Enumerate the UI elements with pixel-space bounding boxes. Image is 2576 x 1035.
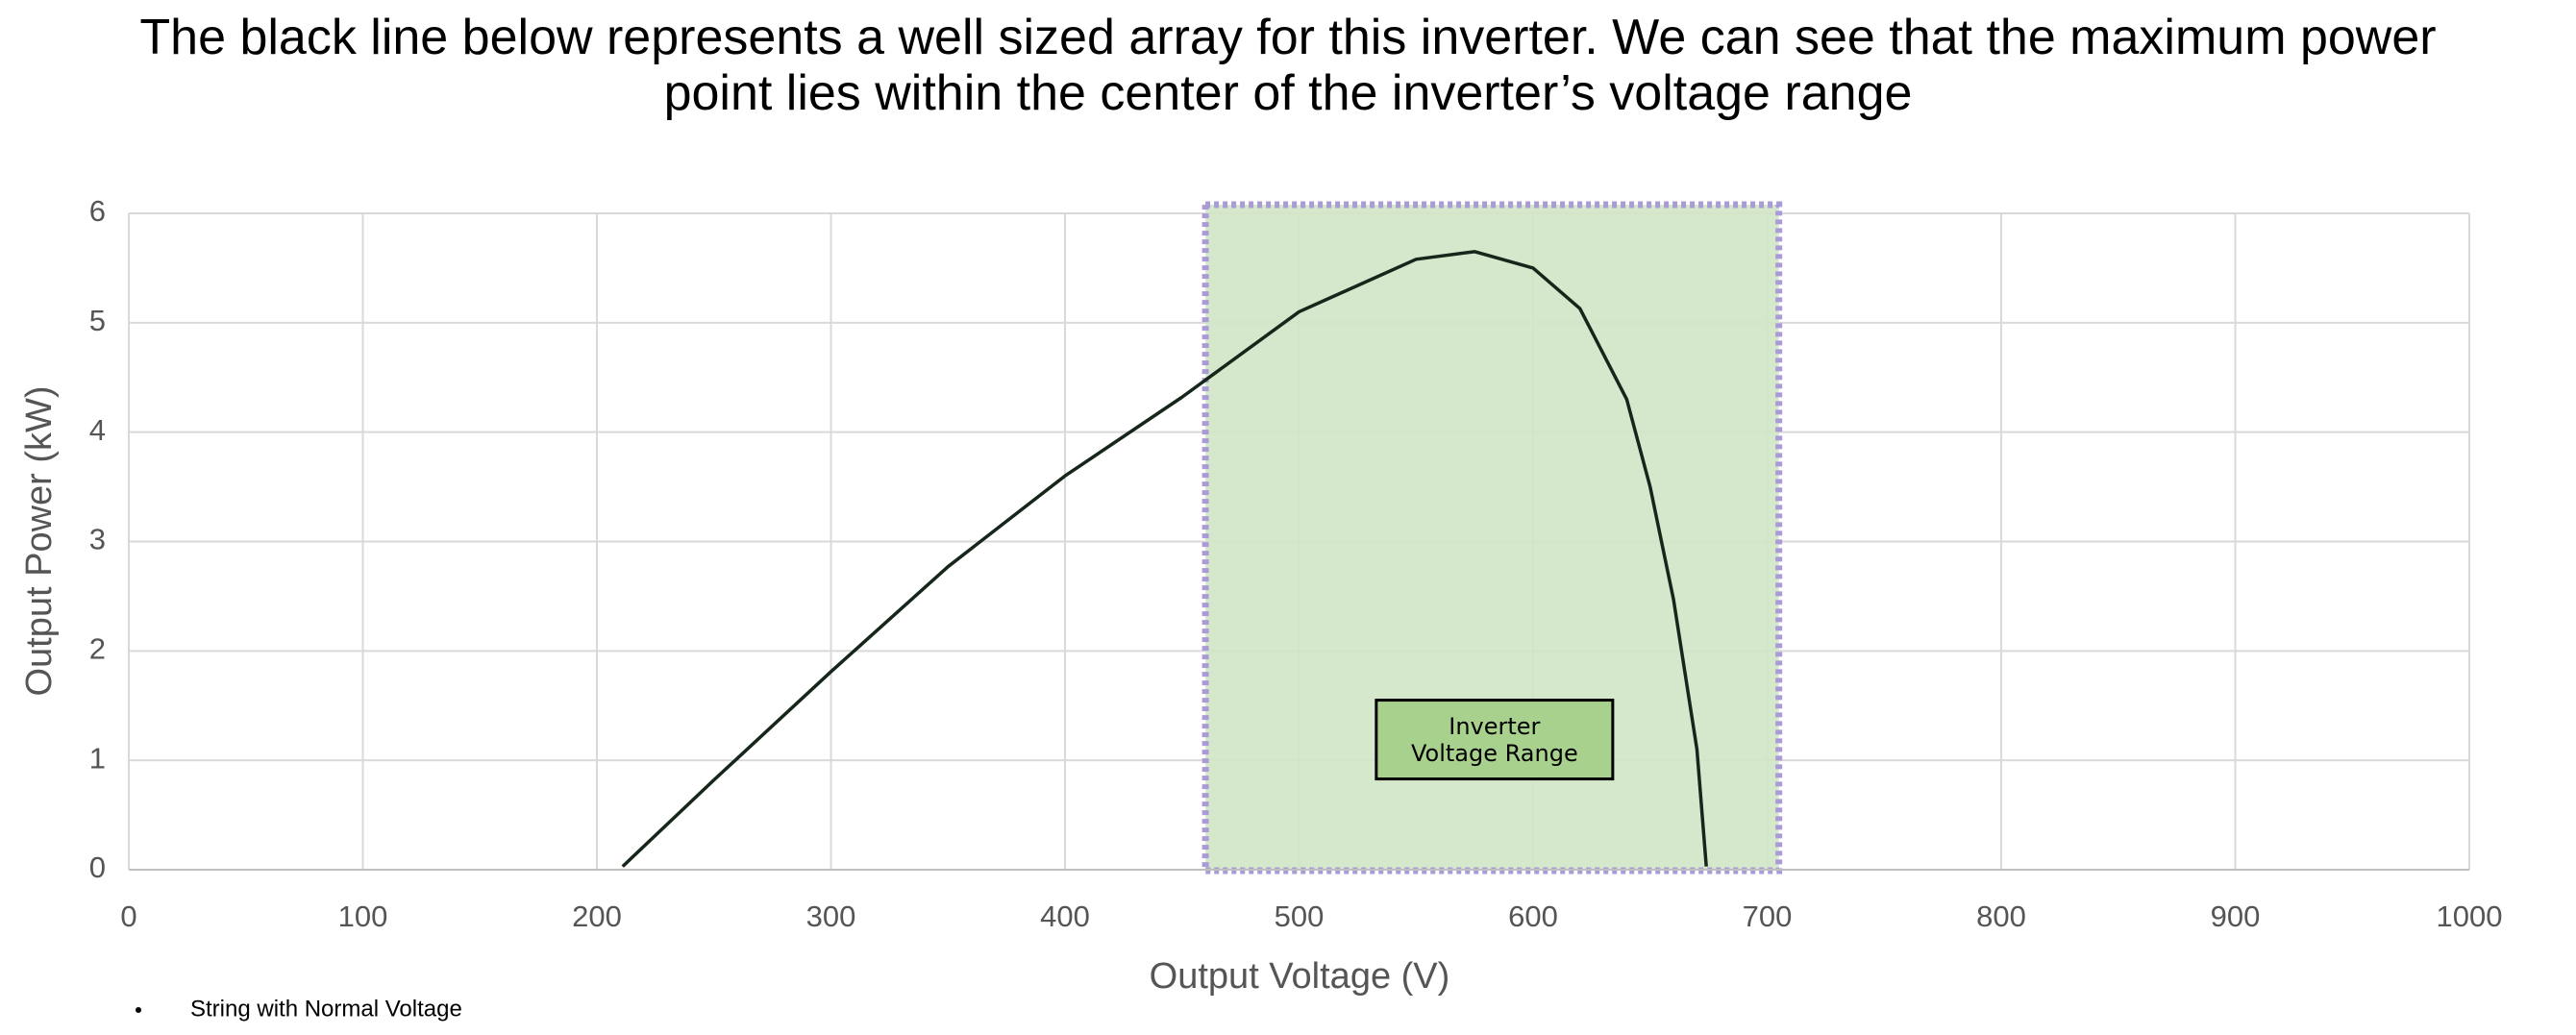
x-tick-label: 900 [2211, 899, 2261, 933]
legend-bullet [136, 1007, 141, 1013]
x-tick-label: 1000 [2437, 899, 2503, 933]
x-axis-label: Output Voltage (V) [1150, 956, 1450, 997]
y-tick-label: 3 [89, 523, 106, 556]
chart-title: The black line below represents a well s… [139, 10, 2437, 121]
series-line [621, 250, 1708, 868]
annotation: Inverter Voltage Range [1410, 712, 1578, 767]
annotation-wrap: Inverter Voltage Range [1410, 712, 1578, 767]
y-tick-label: 4 [89, 413, 106, 447]
x-tick-label: 600 [1508, 899, 1558, 933]
y-tick-label: 2 [89, 632, 106, 666]
x-tick-label: 0 [120, 899, 136, 933]
x-tick-label: 100 [338, 899, 388, 933]
title-box: The black line below represents a well s… [139, 10, 2437, 121]
x-tick-label: 200 [572, 899, 622, 933]
x-tick-label: 500 [1275, 899, 1325, 933]
x-tick-label: 300 [806, 899, 856, 933]
x-tick-label: 700 [1743, 899, 1793, 933]
y-tick-label: 6 [89, 194, 106, 228]
x-tick-label: 800 [1976, 899, 2026, 933]
legend-label: String with Normal Voltage [190, 996, 462, 1022]
y-tick-label: 5 [89, 304, 106, 337]
x-tick-label: 400 [1040, 899, 1090, 933]
y-tick-label: 1 [89, 741, 106, 775]
annotation-box [1375, 699, 1615, 781]
y-tick-label: 0 [89, 850, 106, 884]
y-axis-label: Output Power (kW) [19, 385, 60, 696]
